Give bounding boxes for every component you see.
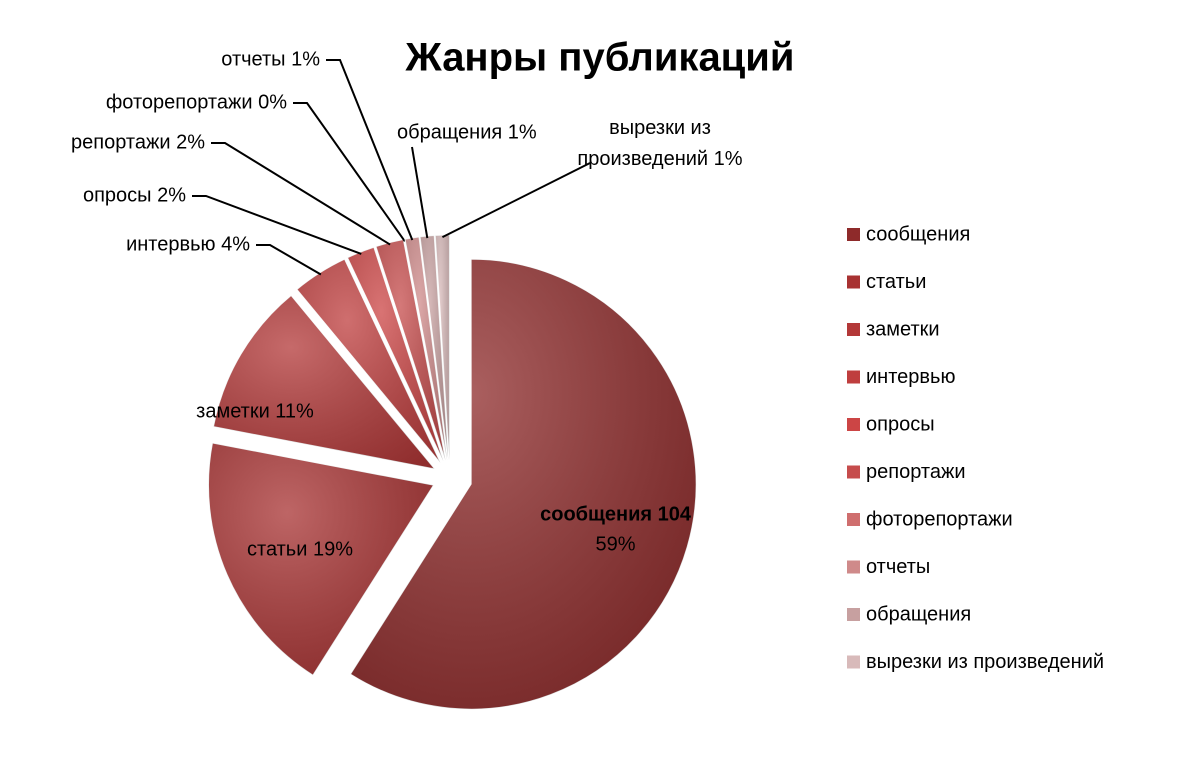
data-label-box: вырезки из произведений 1% bbox=[577, 117, 743, 170]
legend-label: обращения bbox=[866, 603, 971, 625]
legend-swatch bbox=[847, 275, 860, 289]
slice-shine bbox=[435, 235, 450, 461]
slice-shine bbox=[420, 235, 449, 461]
legend-swatch bbox=[847, 560, 860, 574]
legend-label: сообщения bbox=[866, 223, 970, 245]
leader-line bbox=[411, 146, 429, 239]
slice-shine bbox=[213, 295, 435, 469]
slice-shine bbox=[208, 442, 434, 676]
data-label: опросы 2% bbox=[83, 184, 186, 206]
leader-line bbox=[441, 162, 591, 239]
leader-line bbox=[256, 244, 322, 276]
legend-label: отчеты bbox=[866, 556, 930, 578]
data-label: фоторепортажи 0% bbox=[106, 91, 287, 113]
leader-line bbox=[326, 59, 414, 241]
legend-swatch bbox=[847, 418, 860, 431]
data-label: статьи 19% bbox=[247, 538, 353, 560]
legend-label: вырезки из произведений bbox=[866, 651, 1104, 673]
slice-shine bbox=[405, 236, 448, 461]
data-label: репортажи 2% bbox=[71, 131, 205, 153]
legend-label: репортажи bbox=[866, 461, 966, 483]
data-label: интервью 4% bbox=[126, 233, 250, 255]
legend-label: опросы bbox=[866, 413, 935, 435]
legend-swatch bbox=[847, 655, 860, 669]
slice-shine bbox=[350, 259, 697, 710]
legend-swatch bbox=[847, 465, 860, 479]
annotation: сообщения 104 bbox=[540, 503, 692, 525]
data-label: обращения 1% bbox=[397, 121, 537, 143]
slice-shine bbox=[296, 259, 441, 463]
legend-swatch bbox=[847, 370, 860, 384]
chart-title: Жанры публикаций bbox=[405, 36, 795, 80]
leader-line bbox=[293, 102, 406, 242]
legend-swatch bbox=[847, 228, 860, 241]
data-label: заметки 11% bbox=[196, 400, 314, 422]
data-label: отчеты 1% bbox=[221, 48, 320, 70]
leader-line bbox=[192, 195, 362, 255]
legend-swatch bbox=[847, 608, 860, 621]
legend-label: заметки bbox=[866, 318, 940, 340]
slice-shine bbox=[347, 247, 444, 462]
data-label: вырезки из произведений 1% bbox=[577, 117, 743, 170]
legend-label: фоторепортажи bbox=[866, 508, 1013, 530]
data-label: 59% bbox=[596, 533, 636, 555]
legend-swatch bbox=[847, 323, 860, 336]
slice-shine bbox=[375, 239, 446, 461]
legend-label: интервью bbox=[866, 366, 955, 388]
leader-line bbox=[211, 142, 391, 246]
legend-label: статьи bbox=[866, 271, 926, 293]
legend-swatch bbox=[847, 513, 860, 526]
